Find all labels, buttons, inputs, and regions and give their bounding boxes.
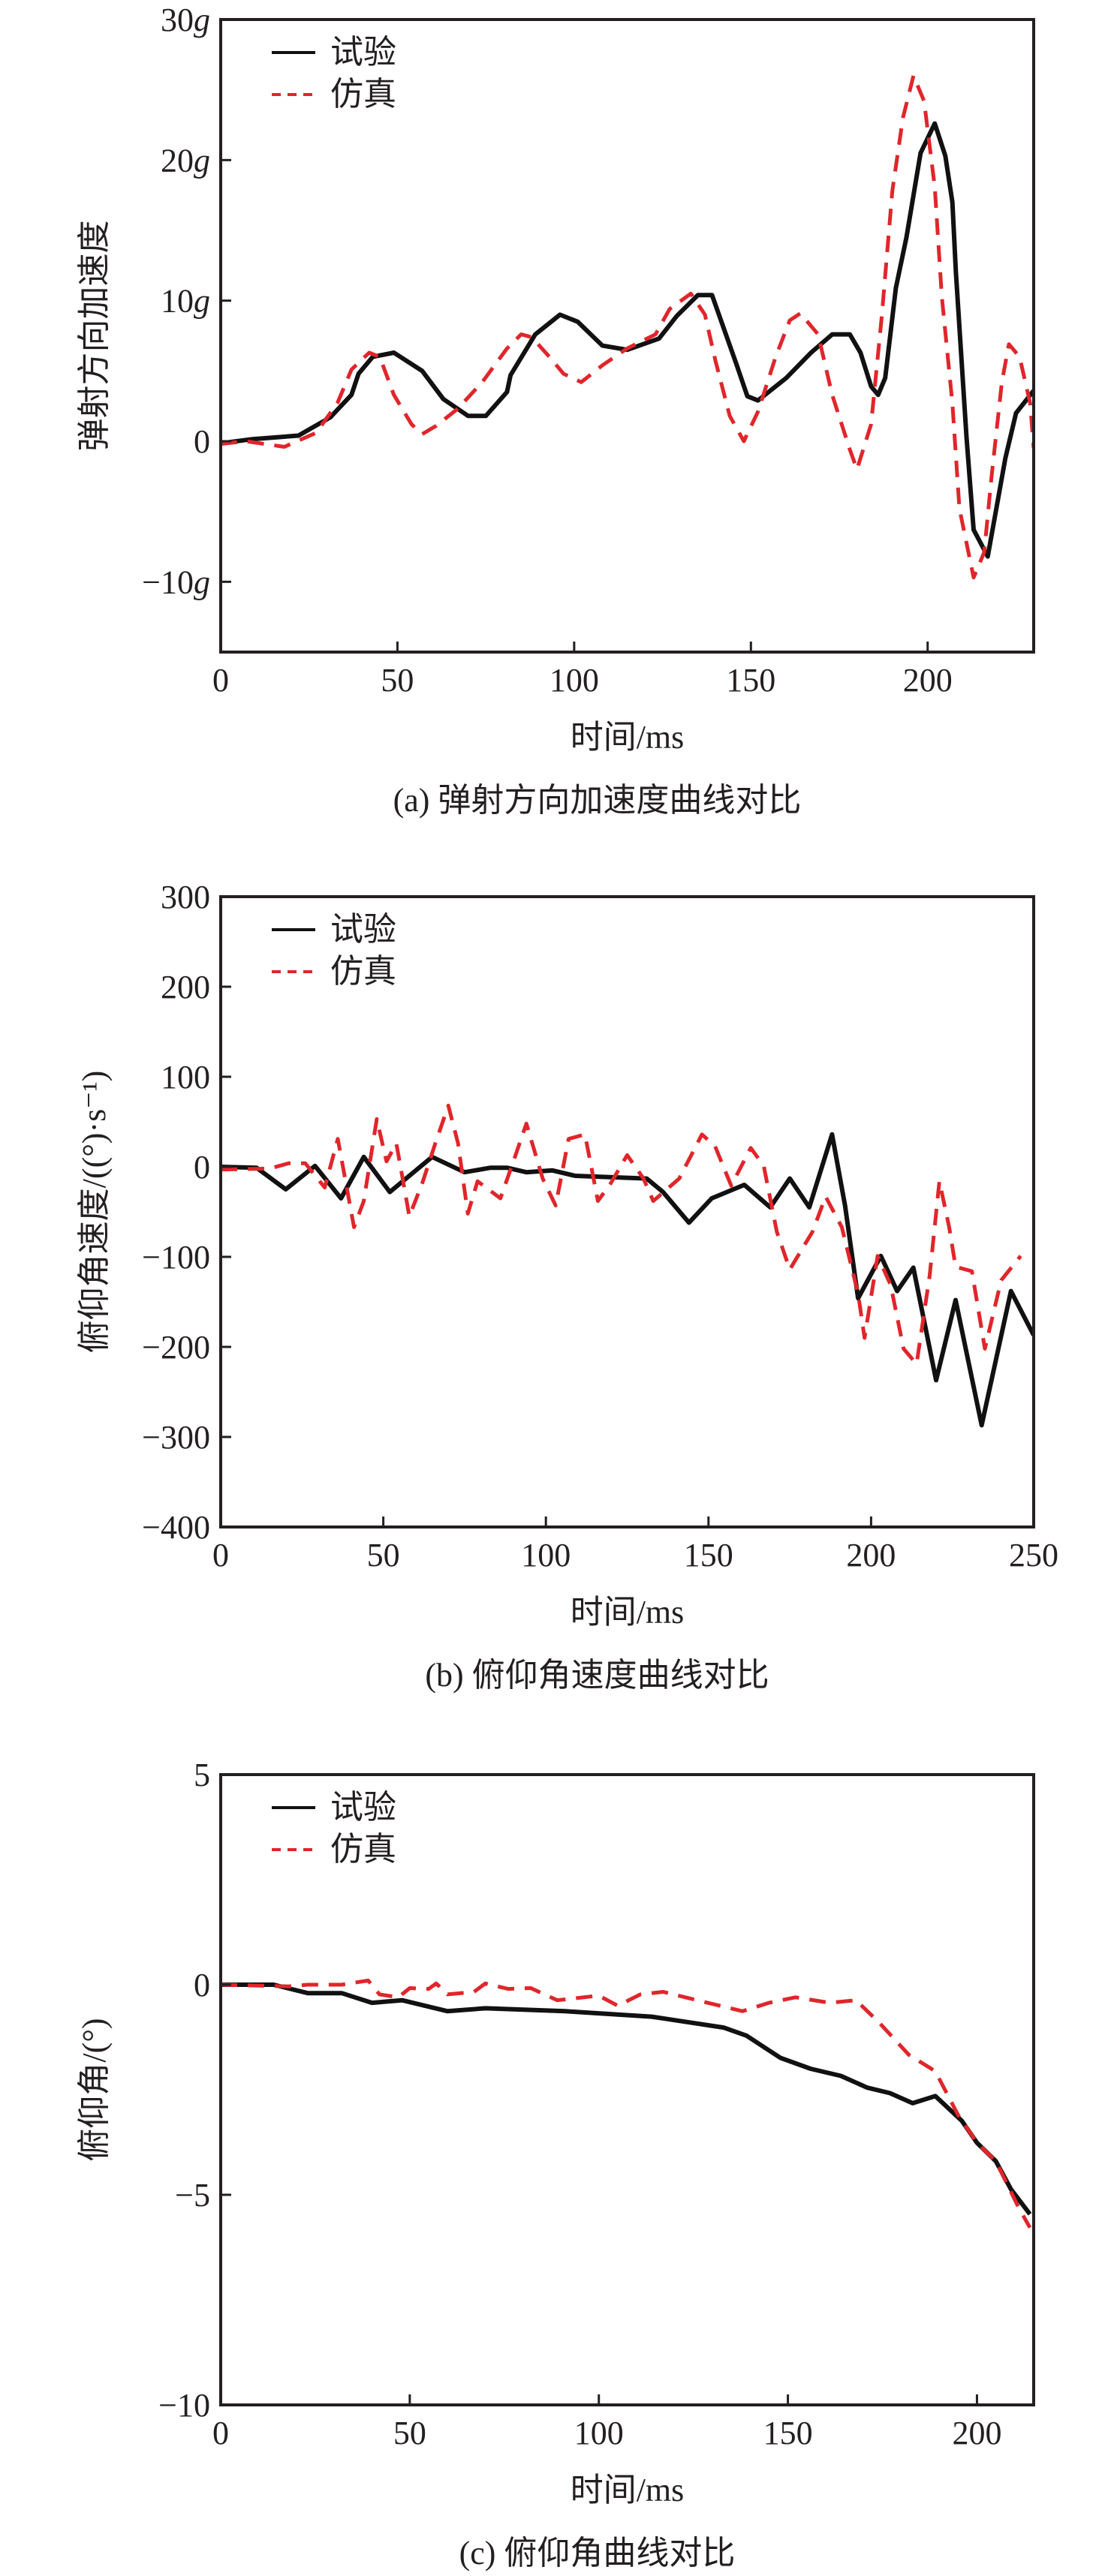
y-tick-label: 30g [161, 2, 210, 38]
x-axis-label: 时间/ms [571, 719, 685, 756]
y-tick-label: −200 [142, 1329, 210, 1366]
x-tick-label: 150 [684, 1537, 733, 1574]
chart-caption: (b) 俯仰角速度曲线对比 [425, 1657, 769, 1694]
legend-label: 仿真 [330, 953, 396, 990]
x-tick-label: 200 [846, 1537, 896, 1574]
x-tick-label: 200 [903, 662, 953, 699]
legend-label: 仿真 [330, 76, 396, 113]
y-tick-label: −5 [175, 2177, 210, 2214]
y-tick-label: 0 [194, 423, 210, 460]
chart-c-pitch-angle: 0 50 100 150 200 −10 −5 0 5 时间/ms 俯仰角/(°) (c) 俯仰角曲线… [76, 1757, 1035, 2571]
legend-label: 试验 [330, 911, 396, 948]
plot-frame [219, 1773, 1035, 2406]
y-axis-label: 俯仰角速度/((°)·s⁻¹) [76, 1071, 113, 1354]
y-tick-label: 5 [194, 1757, 210, 1793]
y-tick-label: 10g [161, 283, 210, 320]
x-tick-label: 100 [521, 1537, 571, 1574]
y-tick-label: −10 [158, 2387, 210, 2424]
y-tick-label: −10g [142, 564, 210, 600]
x-axis-label: 时间/ms [571, 2472, 685, 2508]
x-tick-label: 0 [212, 1537, 229, 1574]
legend-label: 试验 [330, 34, 396, 71]
plot-frame [219, 18, 1035, 654]
x-tick-label: 50 [393, 2415, 426, 2451]
chart-a-acceleration: 0 50 100 150 200 −10g 0 10g 20g 30g 时间/ms 弹射方向加速度 (a… [76, 2, 1035, 819]
y-tick-label: 20g [161, 142, 210, 179]
y-axis-label: 弹射方向加速度 [76, 221, 113, 452]
y-tick-label: 300 [161, 879, 210, 915]
x-tick-label: 50 [381, 662, 414, 699]
x-axis-label: 时间/ms [571, 1594, 685, 1631]
chart-caption: (a) 弹射方向加速度曲线对比 [393, 782, 802, 819]
x-tick-label: 150 [763, 2415, 813, 2451]
experiment-series-line [221, 121, 1034, 559]
y-tick-label: −300 [142, 1419, 210, 1456]
experiment-series-line [221, 1982, 1032, 2216]
plot-frame [219, 895, 1035, 1528]
x-tick-label: 200 [952, 2415, 1001, 2451]
x-tick-label: 0 [212, 2415, 229, 2451]
x-tick-label: 100 [549, 662, 599, 699]
legend-label: 试验 [330, 1789, 396, 1826]
simulation-series-line [221, 1978, 1032, 2229]
x-tick-label: 100 [574, 2415, 624, 2451]
x-tick-label: 50 [367, 1537, 400, 1574]
chart-caption: (c) 俯仰角曲线对比 [459, 2535, 736, 2571]
chart-b-pitch-rate: 0 50 100 150 200 250 −400 −300 −200 −100 0 100 200 30… [76, 879, 1058, 1694]
y-tick-label: −100 [142, 1239, 210, 1276]
x-tick-label: 150 [726, 662, 775, 699]
x-tick-label: 250 [1009, 1537, 1058, 1574]
simulation-series-line [221, 74, 1034, 580]
y-tick-label: −400 [142, 1509, 210, 1546]
experiment-series-line [221, 1132, 1034, 1428]
y-tick-label: 0 [194, 1149, 210, 1186]
x-tick-label: 0 [212, 662, 229, 699]
y-tick-label: 0 [194, 1967, 210, 2003]
legend-label: 仿真 [330, 1831, 396, 1868]
y-tick-label: 200 [161, 969, 210, 1005]
simulation-series-line [221, 1103, 1022, 1366]
y-tick-label: 100 [161, 1059, 210, 1096]
y-axis-label: 俯仰角/(°) [76, 2018, 113, 2161]
